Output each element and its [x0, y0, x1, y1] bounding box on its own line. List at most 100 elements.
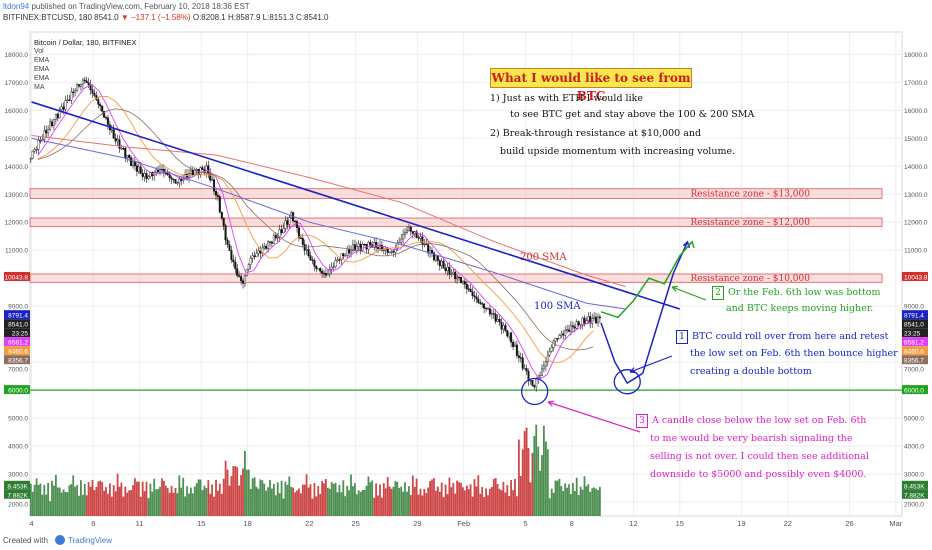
volume-bar [120, 482, 123, 516]
volume-bar [519, 476, 522, 516]
candle-body [226, 239, 229, 245]
candle-body [487, 308, 490, 310]
volume-bar [269, 479, 271, 516]
ohlc-values: O:8208.1 H:8587.9 L:8151.3 C:8541.0 [192, 13, 329, 22]
volume-bar [448, 477, 451, 516]
candle-body [515, 344, 518, 356]
volume-bar [599, 486, 601, 516]
left-price-label-bg [4, 271, 30, 281]
candle-body [236, 268, 239, 276]
scenario-1-text-b: the low set on Feb. 6th then bounce high… [690, 348, 898, 359]
right-price-label-bg [902, 271, 928, 281]
volume-bar [473, 479, 476, 516]
volume-bar [103, 490, 105, 516]
volume-bar [446, 494, 449, 516]
volume-bar [562, 491, 565, 516]
volume-bar [394, 481, 397, 516]
volume-bar [166, 488, 169, 516]
candle-body [390, 251, 393, 253]
chart-title: Bitcoin / Dollar, 180, BITFINEX [34, 38, 137, 47]
candle-body [60, 106, 63, 111]
date-tick-label: 12 [629, 519, 637, 528]
date-tick-label: 25 [351, 519, 359, 528]
price-chart[interactable]: Resistance zone - $13,000 Resistance zone… [0, 24, 932, 532]
volume-bar [384, 488, 387, 516]
author-link[interactable]: ltdon94 [3, 2, 30, 11]
tradingview-brand[interactable]: TradingView [68, 536, 113, 545]
candle-body [93, 93, 96, 96]
candle-body [72, 91, 75, 93]
candle-body [157, 169, 160, 173]
tradingview-logo-icon [55, 535, 65, 545]
candle-body [305, 249, 308, 251]
created-with-text: Created with [3, 536, 48, 545]
volume-bar [508, 496, 511, 516]
right-price-label: 14000.0 [904, 164, 928, 171]
volume-bar [249, 488, 252, 516]
candle-body [469, 288, 472, 292]
candle-body [79, 83, 82, 87]
candle-body [483, 303, 486, 309]
scenario-2-arrowhead [687, 240, 695, 249]
volume-bar [593, 487, 595, 516]
candle-body [240, 276, 243, 282]
date-tick-label: 26 [845, 519, 853, 528]
candle-body [510, 332, 513, 343]
candle-body [212, 179, 215, 192]
candle-body [319, 268, 322, 272]
candle-body [81, 79, 84, 85]
right-price-label: 8581.2 [904, 340, 924, 347]
volume-bar [278, 493, 281, 516]
left-price-label: 8.453K [7, 483, 28, 490]
candle-body [170, 177, 173, 180]
volume-bar [483, 497, 485, 516]
volume-bar [371, 480, 374, 516]
volume-bar [429, 481, 431, 516]
candle-body [176, 182, 179, 184]
candle-body [43, 130, 46, 140]
candle-body [388, 251, 391, 253]
volume-bar [527, 447, 530, 516]
candle-body [525, 368, 528, 372]
volume-bar [62, 489, 65, 516]
candle-body [330, 266, 333, 270]
volume-bar [552, 492, 555, 516]
scenario-3-number: 3 [636, 414, 648, 428]
volume-bar [460, 482, 462, 516]
candle-body [211, 179, 214, 181]
candle-body [454, 271, 457, 280]
candle-body [110, 129, 113, 131]
volume-bar [357, 490, 360, 516]
left-price-label: 4000.0 [8, 444, 28, 451]
candle-body [58, 109, 61, 119]
left-price-label-bg [4, 355, 30, 365]
volume-bar [276, 482, 279, 516]
volume-bar [238, 485, 240, 516]
right-price-label: 3000.0 [904, 472, 924, 479]
volume-bar [234, 466, 237, 516]
right-price-label: 13000.0 [904, 192, 928, 199]
scenario-3-text-c: selling is not over. I could then see ad… [650, 451, 869, 462]
volume-bar [305, 474, 308, 516]
volume-bar [450, 487, 453, 516]
volume-bar [163, 480, 165, 516]
volume-bar [220, 493, 223, 516]
volume-bar [190, 487, 192, 516]
candle-body [519, 357, 522, 359]
wish-title-box: What I would like to see from BTC [490, 68, 692, 103]
candle-body [431, 249, 434, 254]
candle-body [276, 237, 279, 239]
right-price-label: 8356.7 [904, 358, 924, 365]
volume-bar [93, 490, 96, 516]
volume-bar [354, 483, 356, 516]
volume-bar [386, 477, 389, 516]
candle-body [326, 273, 329, 276]
volume-bar [556, 480, 559, 516]
right-price-label: 5000.0 [904, 416, 924, 423]
candle-body [286, 220, 289, 225]
volume-bar [355, 494, 358, 516]
candle-body [172, 178, 175, 181]
volume-bar [581, 489, 584, 516]
volume-bar [498, 488, 501, 516]
right-price-label: 8791.4 [904, 313, 924, 320]
